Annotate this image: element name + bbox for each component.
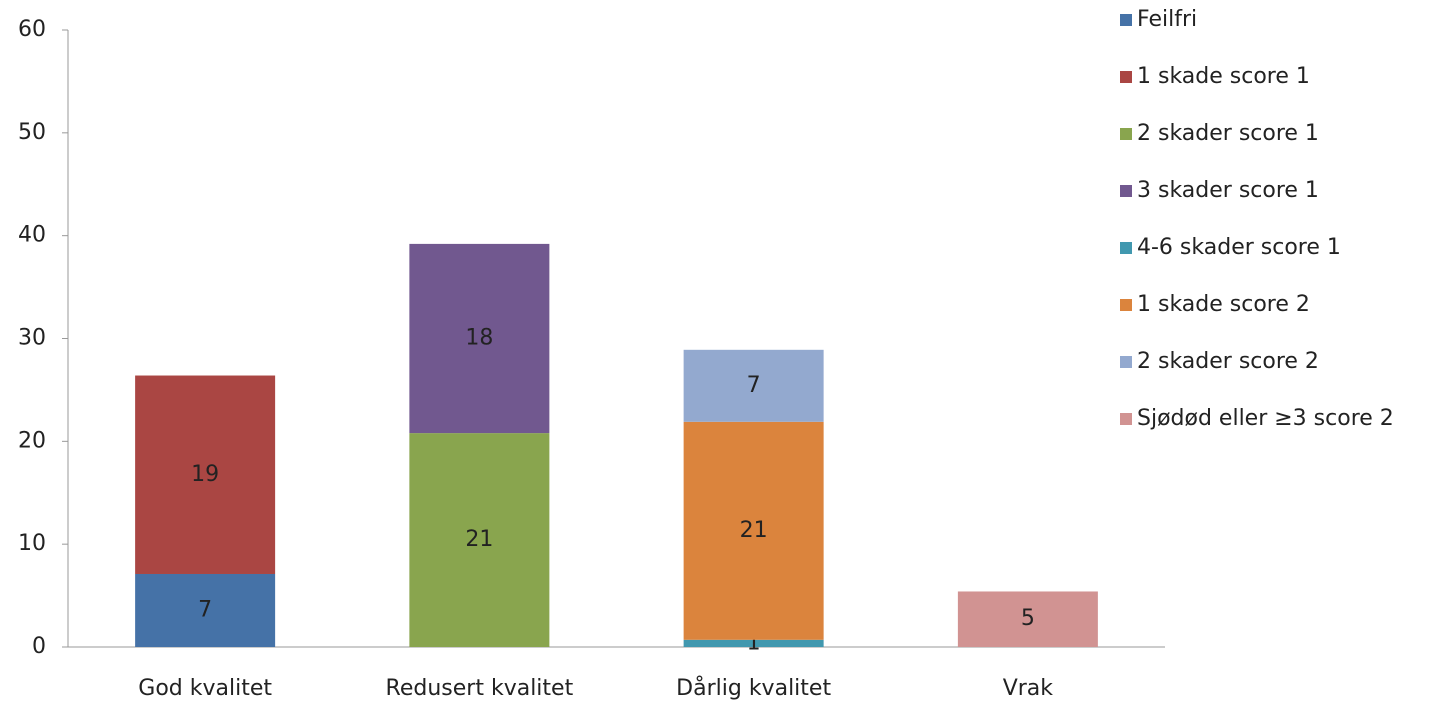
legend-swatch — [1120, 185, 1132, 197]
bar-segment — [683, 639, 824, 647]
y-tick-label: 60 — [18, 17, 46, 42]
legend-swatch — [1120, 71, 1132, 83]
data-label: 21 — [465, 527, 493, 552]
x-tick-label: God kvalitet — [138, 676, 272, 701]
data-label: 19 — [191, 462, 219, 487]
y-tick-label: 50 — [18, 120, 46, 145]
data-label: 7 — [198, 597, 212, 622]
data-label: 18 — [465, 326, 493, 351]
legend-label: 1 skade score 1 — [1137, 64, 1310, 89]
y-tick-label: 0 — [32, 634, 46, 659]
y-tick-label: 20 — [18, 428, 46, 453]
x-tick-label: Vrak — [1003, 676, 1054, 701]
legend-label: 1 skade score 2 — [1137, 292, 1310, 317]
legend-label: Feilfri — [1137, 7, 1197, 32]
legend-swatch — [1120, 356, 1132, 368]
y-tick-label: 40 — [18, 223, 46, 248]
bar-segment — [135, 573, 276, 647]
data-label: 5 — [1021, 606, 1035, 631]
x-tick-label: Dårlig kvalitet — [676, 675, 831, 701]
legend-swatch — [1120, 242, 1132, 254]
legend-swatch — [1120, 128, 1132, 140]
data-label: 7 — [747, 373, 761, 398]
legend-label: 2 skader score 2 — [1137, 349, 1319, 374]
legend-label: Sjødød eller ≥3 score 2 — [1137, 406, 1394, 431]
bar-segment — [683, 421, 824, 640]
bar-segment — [957, 591, 1098, 647]
legend-swatch — [1120, 299, 1132, 311]
y-tick-label: 30 — [18, 326, 46, 351]
legend-swatch — [1120, 14, 1132, 26]
legend-label: 4-6 skader score 1 — [1137, 235, 1341, 260]
legend-label: 2 skader score 1 — [1137, 121, 1319, 146]
bar-segment — [409, 243, 550, 434]
legend-label: 3 skader score 1 — [1137, 178, 1319, 203]
legend-swatch — [1120, 413, 1132, 425]
bar-segment — [135, 375, 276, 574]
y-tick-label: 10 — [18, 531, 46, 556]
bar-segment — [409, 433, 550, 647]
data-label: 21 — [740, 518, 768, 543]
x-tick-label: Redusert kvalitet — [386, 676, 574, 701]
bar-segment — [683, 349, 824, 422]
